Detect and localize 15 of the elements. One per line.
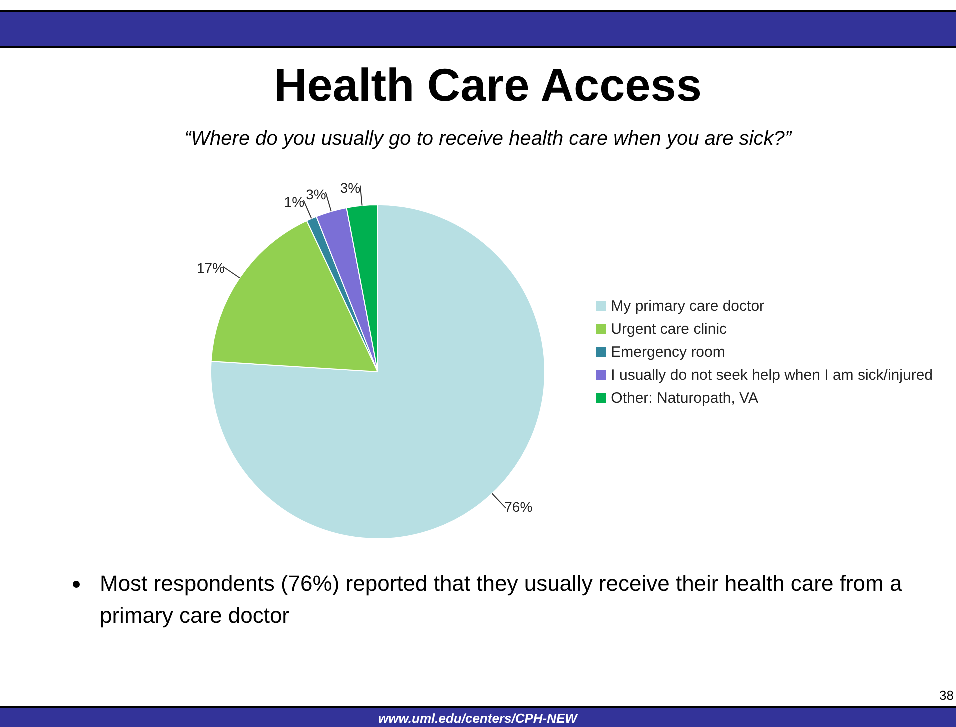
- legend-label: I usually do not seek help when I am sick/injured: [611, 366, 933, 386]
- text: 38: [940, 688, 954, 703]
- legend-label: Other: Naturopath, VA: [611, 388, 758, 408]
- text: Most respondents (76%) reported that they usually receive their health care from a primary care doctor: [100, 570, 904, 630]
- text: www.uml.edu/centers/CPH-NEW: [378, 711, 580, 726]
- legend-label: My primary care doctor: [611, 296, 765, 316]
- legend-label: Urgent care clinic: [611, 320, 728, 340]
- data-label: 3%: [306, 186, 326, 202]
- legend-label: Emergency room: [611, 342, 726, 362]
- data-label: 3%: [340, 180, 361, 196]
- data-label: 1%: [284, 194, 305, 210]
- data-label: 76%: [504, 498, 533, 515]
- data-label: 17%: [196, 260, 225, 276]
- chart-subtitle: “Where do you usually go to receive health care when you are sick?”: [184, 128, 794, 151]
- chart-title: Health Care Access: [273, 58, 703, 112]
